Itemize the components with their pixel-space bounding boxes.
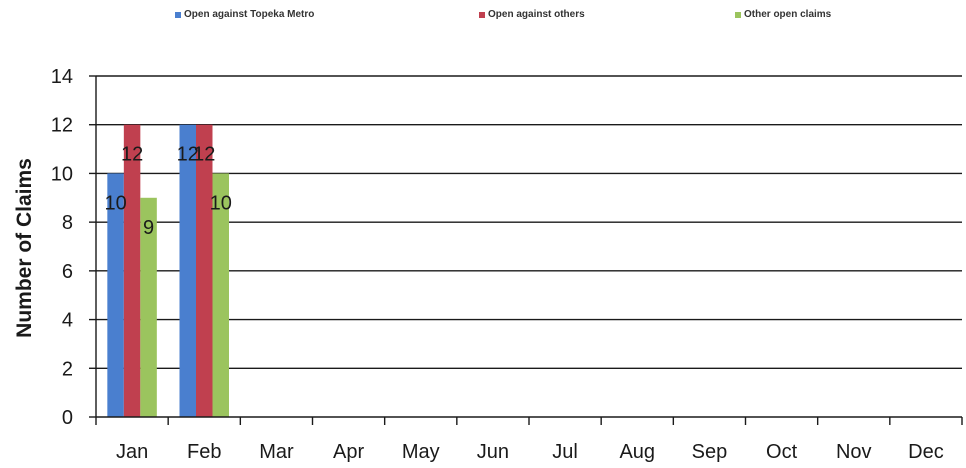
bar-feb-series-2: [196, 124, 213, 417]
data-label-feb-series-1: 12: [177, 144, 199, 166]
legend-item-other-open-claims: Other open claims: [735, 9, 831, 20]
data-label-feb-series-2: 12: [193, 144, 215, 166]
legend-item-topeka-metro: Open against Topeka Metro: [175, 9, 314, 20]
x-tick-label-nov: Nov: [836, 441, 872, 463]
data-label-feb-series-3: 10: [210, 192, 232, 214]
y-tick-label-6: 6: [62, 261, 73, 283]
x-tick-label-aug: Aug: [619, 441, 655, 463]
chart-legend: Open against Topeka Metro Open against o…: [0, 9, 966, 25]
bars: [107, 124, 229, 417]
y-tick-label-0: 0: [62, 407, 73, 429]
bar-jan-series-2: [123, 124, 141, 417]
x-tick-label-jun: Jun: [477, 441, 509, 463]
y-tick-label-12: 12: [51, 115, 73, 137]
bar-jan-series-3: [140, 197, 157, 417]
legend-swatch-topeka-metro: [175, 11, 181, 18]
x-tick-label-mar: Mar: [259, 441, 294, 463]
bar-feb-series-1: [179, 124, 196, 417]
data-label-jan-series-2: 12: [121, 144, 143, 166]
data-label-jan-series-1: 10: [104, 192, 126, 214]
x-tick-label-apr: Apr: [333, 441, 364, 463]
legend-label-other-open-claims: Other open claims: [744, 9, 832, 20]
y-tick-label-4: 4: [62, 310, 73, 332]
x-tick-label-jul: Jul: [552, 441, 578, 463]
gridlines: [96, 75, 962, 369]
x-tick-label-oct: Oct: [766, 441, 798, 463]
bar-feb-series-3: [212, 173, 229, 417]
y-axis-title: Number of Claims: [13, 158, 36, 338]
x-tick-label-jan: Jan: [116, 441, 148, 463]
x-tick-label-may: May: [402, 441, 440, 463]
y-tick-label-14: 14: [51, 66, 73, 88]
y-tick-label-10: 10: [51, 163, 73, 185]
data-label-jan-series-3: 9: [143, 217, 154, 239]
legend-swatch-other-open-claims: [735, 11, 741, 18]
x-tick-label-sep: Sep: [692, 441, 728, 463]
y-tick-label-8: 8: [62, 212, 73, 234]
y-tick-label-2: 2: [62, 358, 73, 380]
bar-jan-series-1: [107, 173, 124, 417]
legend-item-others: Open against others: [479, 9, 585, 20]
legend-label-topeka-metro: Open against Topeka Metro: [184, 9, 315, 20]
x-tick-label-dec: Dec: [908, 441, 944, 463]
legend-label-others: Open against others: [488, 9, 585, 20]
axes: [89, 75, 963, 425]
legend-swatch-others: [479, 11, 485, 18]
x-tick-label-feb: Feb: [187, 441, 221, 463]
tick-labels: 0 2 4 6 8 10 12 14 Jan Feb Mar Apr May Jun Jul Aug Sep Oc…: [51, 66, 944, 463]
